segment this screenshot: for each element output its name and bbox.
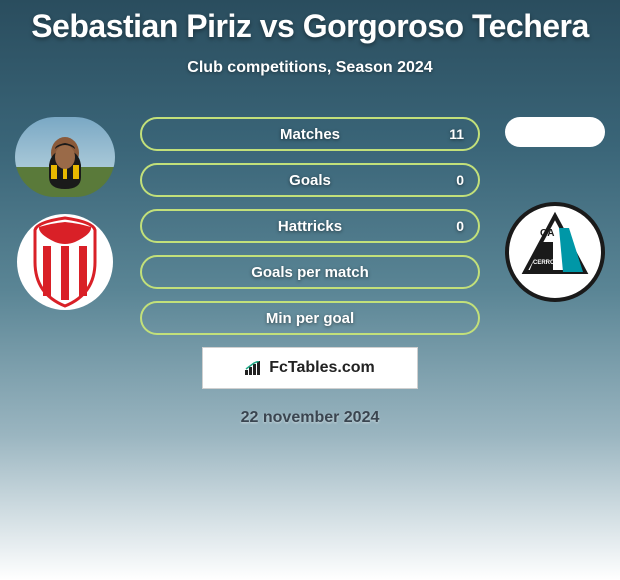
club-badge-left	[15, 212, 115, 312]
player-photo-left	[15, 117, 115, 197]
stat-label: Goals per match	[251, 264, 369, 281]
stat-value-right: 0	[456, 172, 464, 188]
right-column: CA CERRO	[500, 117, 610, 302]
stat-bar-hattricks: Hattricks 0	[140, 209, 480, 243]
chart-icon	[245, 361, 263, 375]
svg-text:CERRO: CERRO	[533, 260, 555, 266]
stat-value-right: 11	[449, 126, 464, 142]
stat-label: Matches	[280, 126, 340, 143]
brand-box[interactable]: FcTables.com	[202, 347, 418, 389]
stat-bar-min-per-goal: Min per goal	[140, 301, 480, 335]
page-subtitle: Club competitions, Season 2024	[0, 59, 620, 77]
stat-label: Min per goal	[266, 310, 354, 327]
stat-bars: Matches 11 Goals 0 Hattricks 0 Goals per…	[140, 117, 480, 335]
date-text: 22 november 2024	[0, 409, 620, 427]
page-title: Sebastian Piriz vs Gorgoroso Techera	[0, 0, 620, 45]
stat-value-right: 0	[456, 218, 464, 234]
stat-bar-goals: Goals 0	[140, 163, 480, 197]
stat-bar-matches: Matches 11	[140, 117, 480, 151]
comparison-content: CA CERRO Matches 11 Goals 0 Hattricks 0 …	[0, 117, 620, 427]
player-photo-right	[505, 117, 605, 147]
stat-bar-goals-per-match: Goals per match	[140, 255, 480, 289]
left-column	[10, 117, 120, 312]
svg-text:CA: CA	[540, 228, 554, 239]
stat-label: Goals	[289, 172, 331, 189]
stat-label: Hattricks	[278, 218, 342, 235]
club-badge-right: CA CERRO	[505, 202, 605, 302]
brand-text: FcTables.com	[269, 359, 375, 377]
